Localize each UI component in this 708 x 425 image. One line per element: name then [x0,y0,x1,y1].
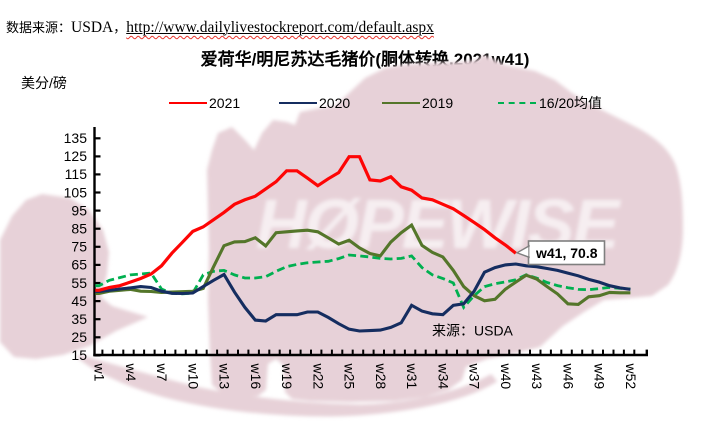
svg-text:75: 75 [71,239,87,255]
svg-text:w46: w46 [560,363,576,390]
svg-text:w10: w10 [185,363,201,390]
svg-text:95: 95 [71,202,87,218]
svg-text:w28: w28 [373,363,389,390]
svg-text:15: 15 [71,347,87,363]
svg-text:135: 135 [64,130,88,146]
svg-text:125: 125 [64,148,88,164]
svg-text:w7: w7 [154,363,170,382]
svg-text:w37: w37 [467,363,483,390]
svg-text:w1: w1 [92,363,108,382]
svg-text:w43: w43 [529,363,545,390]
svg-text:25: 25 [71,329,87,345]
svg-text:45: 45 [71,293,87,309]
svg-text:55: 55 [71,275,87,291]
svg-text:w13: w13 [217,363,233,390]
svg-text:w31: w31 [404,363,420,390]
svg-text:来源：USDA: 来源：USDA [432,323,514,339]
svg-text:w34: w34 [435,363,451,390]
svg-text:105: 105 [64,184,88,200]
svg-text:35: 35 [71,311,87,327]
svg-text:w22: w22 [310,363,326,390]
svg-text:w40: w40 [498,363,514,390]
svg-text:w49: w49 [592,363,608,390]
svg-text:w52: w52 [623,363,639,390]
svg-text:w4: w4 [123,363,139,382]
svg-text:w25: w25 [342,363,358,390]
svg-text:w16: w16 [248,363,264,390]
svg-text:115: 115 [65,166,88,182]
svg-text:w41, 70.8: w41, 70.8 [535,245,598,261]
svg-text:65: 65 [71,257,87,273]
svg-text:w19: w19 [279,363,295,390]
svg-text:85: 85 [71,221,87,237]
